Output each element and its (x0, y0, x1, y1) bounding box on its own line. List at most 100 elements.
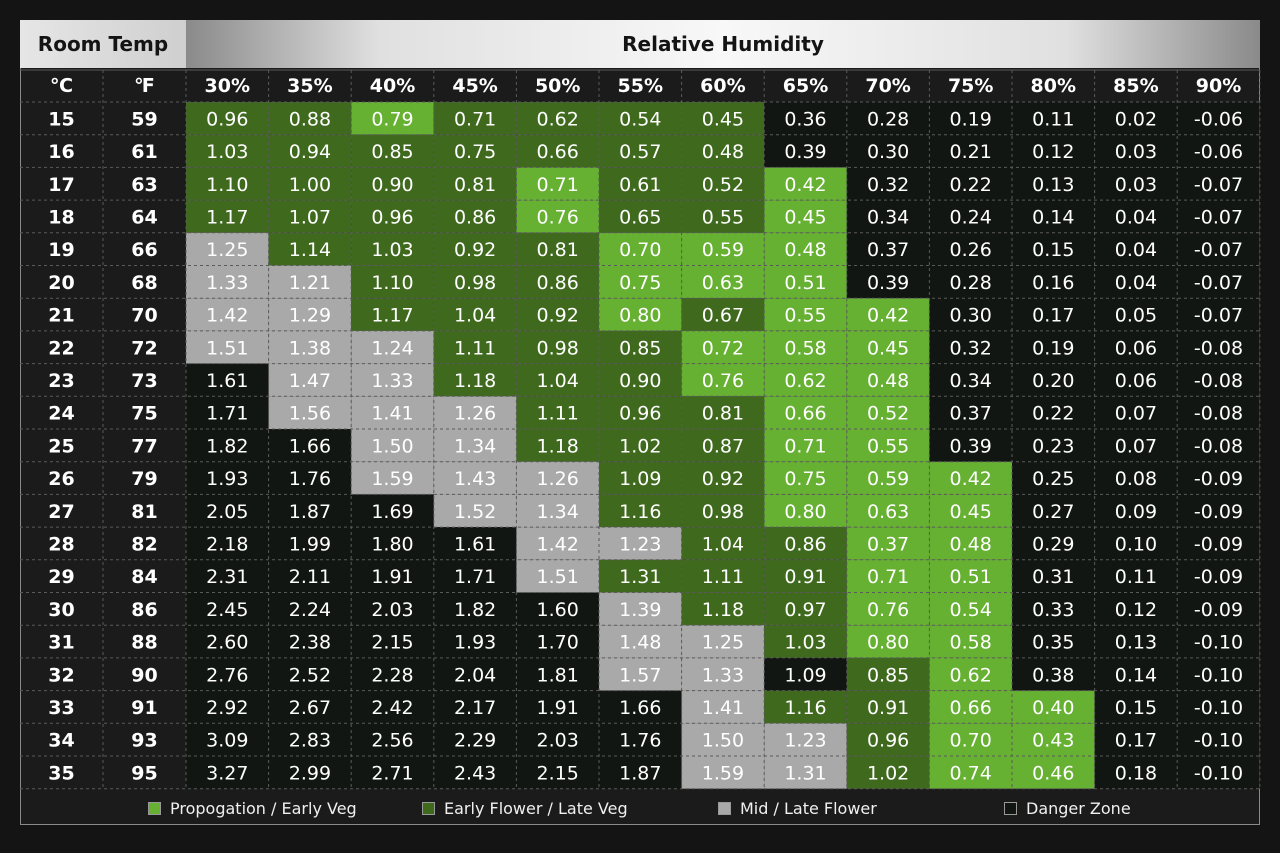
celsius-tick-label: 33 (48, 697, 74, 719)
cell-value-label: 1.09 (619, 468, 661, 490)
cell-value-label: 0.37 (867, 239, 909, 261)
cell-value-label: 0.96 (371, 206, 413, 228)
cell-value-label: 1.34 (537, 501, 579, 523)
heatmap-cell (1094, 330, 1178, 364)
cell-value-label: 0.04 (1115, 206, 1157, 228)
cell-value-label: 2.04 (454, 664, 496, 686)
heatmap-cell (929, 690, 1012, 724)
heatmap-cell (186, 690, 269, 724)
heatmap-cell (681, 559, 765, 593)
heatmap-cell (1012, 461, 1095, 495)
fahrenheit-tick-label: 68 (131, 272, 157, 294)
cell-value-label: 0.12 (1032, 141, 1074, 163)
heatmap-cell (681, 102, 765, 135)
cell-value-label: 0.85 (867, 664, 909, 686)
heatmap-cell (764, 200, 847, 233)
heatmap-cell (929, 559, 1012, 593)
heatmap-cell (1177, 461, 1260, 495)
cell-value-label: 1.00 (289, 174, 331, 196)
cell-value-label: 0.55 (867, 435, 909, 457)
heatmap-cell (351, 429, 434, 462)
heatmap-cell (764, 625, 847, 658)
heatmap-cell (1012, 200, 1095, 233)
heatmap-cell (1177, 396, 1260, 429)
cell-value-label: 1.10 (206, 174, 248, 196)
cell-value-label: 2.60 (206, 632, 248, 654)
cell-value-label: 0.45 (867, 337, 909, 359)
heatmap-cell (1012, 363, 1095, 397)
cell-value-label: 1.71 (454, 566, 496, 588)
celsius-tick-label: 34 (48, 730, 74, 752)
cell-value-label: 0.96 (206, 108, 248, 130)
cell-value-label: 0.55 (702, 206, 744, 228)
heatmap-cell (681, 690, 765, 724)
heatmap-cell (599, 592, 682, 626)
heatmap-cell (351, 363, 434, 397)
cell-value-label: 2.56 (371, 730, 413, 752)
cell-value-label: -0.08 (1194, 370, 1243, 392)
heatmap-cell (268, 134, 352, 168)
heatmap-cell (1094, 592, 1178, 626)
cell-value-label: 0.61 (619, 174, 661, 196)
heatmap-cell (268, 657, 352, 691)
heatmap-cell (268, 461, 352, 495)
heatmap-cell (351, 756, 434, 789)
heatmap-cell (1094, 200, 1178, 233)
cell-value-label: 0.51 (950, 566, 992, 588)
cell-value-label: 0.29 (1032, 533, 1074, 555)
cell-value-label: 0.28 (867, 108, 909, 130)
cell-value-label: 0.03 (1115, 141, 1157, 163)
heatmap-cell (599, 265, 682, 299)
cell-value-label: -0.06 (1194, 141, 1243, 163)
cell-value-label: 3.09 (206, 730, 248, 752)
heatmap-cell (1177, 363, 1260, 397)
cell-value-label: 0.06 (1115, 337, 1157, 359)
cell-value-label: 0.81 (454, 174, 496, 196)
heatmap-cell (764, 559, 847, 593)
heatmap-cell (1012, 723, 1095, 756)
cell-value-label: 1.16 (784, 697, 826, 719)
cell-value-label: 0.08 (1115, 468, 1157, 490)
heatmap-cell (516, 363, 599, 397)
cell-value-label: 2.29 (454, 730, 496, 752)
heatmap-cell (516, 756, 599, 789)
cell-value-label: 0.63 (867, 501, 909, 523)
heatmap-cell (681, 265, 765, 299)
heatmap-cell (764, 363, 847, 397)
heatmap-cell (846, 527, 930, 560)
heatmap-cell (599, 625, 682, 658)
fahrenheit-tick-label: 73 (131, 370, 157, 392)
heatmap-cell (1012, 265, 1095, 299)
heatmap-cell (433, 690, 517, 724)
heatmap-cell (1177, 429, 1260, 462)
heatmap-cell (599, 690, 682, 724)
cell-value-label: 0.54 (950, 599, 992, 621)
cell-value-label: 1.11 (454, 337, 496, 359)
heatmap-cell (764, 396, 847, 429)
heatmap-cell (929, 756, 1012, 789)
heatmap-cell (764, 756, 847, 789)
heatmap-cell (351, 494, 434, 528)
cell-value-label: 0.71 (867, 566, 909, 588)
cell-value-label: 0.06 (1115, 370, 1157, 392)
heatmap-cell (764, 592, 847, 626)
heatmap-cell (599, 102, 682, 135)
cell-value-label: 1.25 (206, 239, 248, 261)
heatmap-cell (929, 232, 1012, 266)
room-temp-header: Room Temp (20, 20, 186, 68)
heatmap-cell (1012, 559, 1095, 593)
heatmap-cell (1094, 559, 1178, 593)
cell-value-label: 2.17 (454, 697, 496, 719)
celsius-tick-label: 27 (48, 501, 74, 523)
cell-value-label: 0.79 (371, 108, 413, 130)
heatmap-cell (186, 657, 269, 691)
heatmap-cell (433, 625, 517, 658)
cell-value-label: 0.04 (1115, 272, 1157, 294)
heatmap-cell (351, 396, 434, 429)
celsius-tick-label: 32 (48, 664, 74, 686)
fahrenheit-tick-label: 61 (131, 141, 157, 163)
heatmap-cell (516, 461, 599, 495)
cell-value-label: 2.83 (289, 730, 331, 752)
heatmap-cell (599, 723, 682, 756)
heatmap-cell (186, 461, 269, 495)
